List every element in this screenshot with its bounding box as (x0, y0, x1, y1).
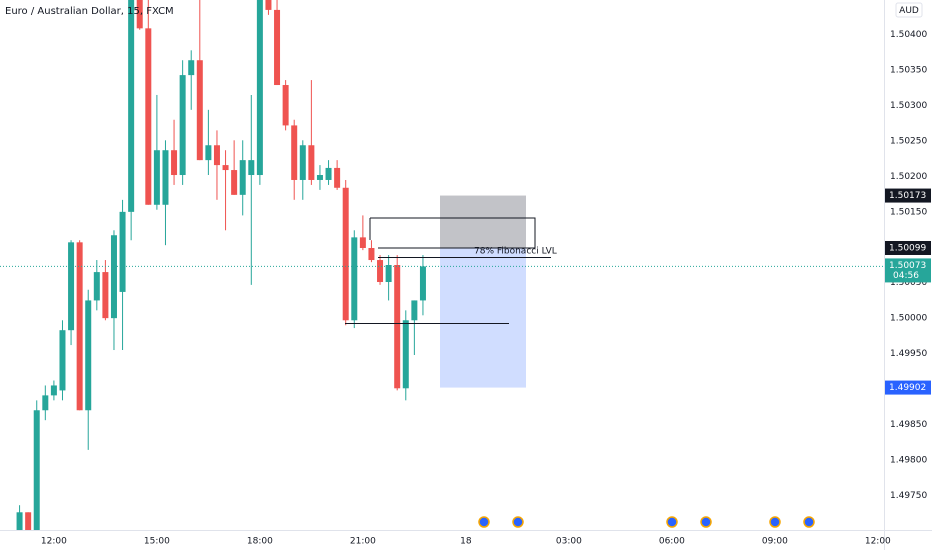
x-tick-label: 03:00 (556, 537, 582, 547)
candle-body (419, 266, 426, 301)
candle-body (25, 512, 32, 530)
candle-body (256, 0, 263, 176)
event-icon[interactable] (512, 516, 524, 528)
candle-body (102, 272, 109, 319)
candle-body (171, 150, 178, 176)
event-icon[interactable] (769, 516, 781, 528)
candle-body (205, 145, 212, 161)
candle-body (145, 28, 152, 205)
candle-body (239, 160, 246, 195)
candle-body (316, 175, 323, 180)
candle-body (196, 60, 203, 161)
x-tick-label: 18:00 (247, 537, 273, 547)
y-tick-label: 1.50050 (890, 278, 927, 288)
candle-body (110, 235, 117, 319)
candle-body (359, 237, 366, 248)
candle-body (325, 167, 332, 180)
x-tick-label: 12:00 (865, 537, 891, 547)
y-tick-label: 1.50350 (890, 66, 927, 76)
x-tick-label: 21:00 (350, 537, 376, 547)
candle-body (213, 145, 220, 166)
candle-body (368, 247, 375, 261)
candle-body (33, 410, 40, 530)
candle-body (265, 0, 272, 10)
y-tick-label: 1.50150 (890, 207, 927, 217)
candle-body (308, 145, 315, 180)
candle-body (299, 145, 306, 180)
fib-label: 78% Fibonacci LVL (474, 247, 557, 257)
x-tick-label: 12:00 (41, 537, 67, 547)
candle-body (334, 167, 341, 188)
candle-body (50, 385, 57, 396)
target-zone (440, 247, 526, 388)
candle-body (179, 75, 186, 176)
candle-body (59, 330, 66, 391)
x-tick-label: 06:00 (659, 537, 685, 547)
candle-body (153, 150, 160, 205)
candles (16, 0, 426, 530)
candle-body (377, 260, 384, 283)
candle-body (188, 60, 195, 76)
range-box (370, 217, 536, 249)
candle-body (85, 300, 92, 411)
candle-body (351, 237, 358, 321)
candle-body (385, 265, 392, 283)
candle-body (282, 85, 289, 126)
candle-body (42, 395, 49, 411)
x-tick-label: 18 (460, 537, 472, 547)
event-icon[interactable] (803, 516, 815, 528)
chart-title: Euro / Australian Dollar, 15, FXCM (5, 6, 174, 17)
y-tick-label: 1.50200 (890, 172, 927, 182)
y-tick-label: 1.49800 (890, 455, 927, 465)
price-label: 1.50173 (889, 191, 926, 201)
last-price-bg (885, 258, 931, 283)
candle-body (411, 300, 418, 321)
y-tick-label: 1.49850 (890, 420, 927, 430)
currency-box[interactable] (895, 2, 923, 18)
candle-body (274, 9, 281, 86)
candle-body (291, 125, 298, 180)
candle-body (16, 512, 23, 530)
candle-body (162, 150, 169, 205)
currency: AUD (899, 6, 919, 16)
price-label: 1.50099 (889, 243, 926, 253)
price-label: 1.49902 (889, 383, 926, 393)
y-tick-label: 1.50250 (890, 137, 927, 147)
candle-body (342, 187, 349, 321)
candle-body (68, 242, 75, 331)
price-label-bg (885, 380, 931, 395)
candle-body (231, 170, 238, 195)
x-tick-label: 09:00 (762, 537, 788, 547)
last-price-label: 1.50073 (889, 261, 926, 271)
price-label-bg (885, 240, 931, 255)
event-icon[interactable] (478, 516, 490, 528)
drawings (345, 217, 551, 324)
candle-body (136, 0, 143, 29)
y-tick-label: 1.49750 (890, 491, 927, 501)
event-icons (478, 516, 815, 528)
candle-body (222, 165, 229, 171)
event-icon[interactable] (700, 516, 712, 528)
x-tick-label: 15:00 (144, 537, 170, 547)
y-tick-label: 1.50400 (890, 30, 927, 40)
candle-body (128, 0, 135, 212)
y-tick-label: 1.50300 (890, 101, 927, 111)
candle-body (402, 320, 409, 389)
stop-zone (440, 195, 526, 248)
countdown-label: 04:56 (893, 271, 919, 281)
axes: 1.50400 1.50350 1.50300 1.50250 1.50200 1.501… (41, 30, 931, 547)
candle-body (76, 242, 83, 411)
event-icon[interactable] (666, 516, 678, 528)
candle-body (119, 211, 126, 292)
candle-body (248, 160, 255, 176)
y-tick-label: 1.49950 (890, 349, 927, 359)
candle-body (93, 272, 100, 301)
candle-body (394, 265, 401, 389)
position-tool (440, 195, 526, 388)
price-label-bg (885, 188, 931, 203)
y-tick-label: 1.50000 (890, 314, 927, 324)
